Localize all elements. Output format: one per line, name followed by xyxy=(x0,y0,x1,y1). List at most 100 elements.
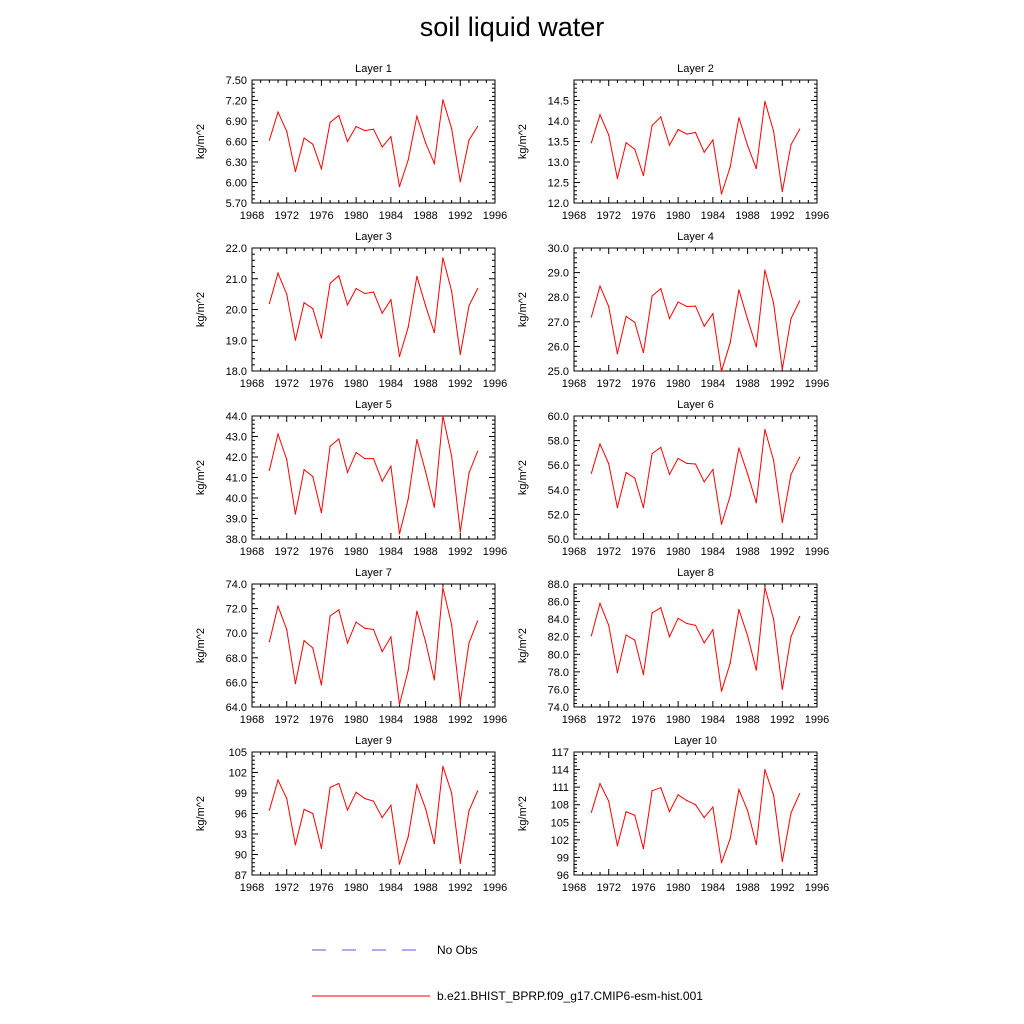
data-point xyxy=(286,628,288,631)
data-point xyxy=(451,127,453,130)
x-tick-label: 1968 xyxy=(562,378,586,390)
y-tick-label: 105 xyxy=(551,817,569,829)
panel-title: Layer 3 xyxy=(355,231,392,243)
series-line xyxy=(268,415,479,535)
data-point xyxy=(694,624,697,626)
data-point xyxy=(616,507,618,509)
data-point xyxy=(694,804,697,806)
y-tick-label: 29.0 xyxy=(548,268,569,280)
data-point xyxy=(668,318,671,320)
data-point xyxy=(712,139,714,141)
data-point xyxy=(329,786,331,789)
data-point xyxy=(642,673,645,676)
panel-title: Layer 7 xyxy=(355,567,392,579)
data-point xyxy=(303,808,305,811)
y-tick-label: 25.0 xyxy=(548,366,569,378)
data-point xyxy=(398,355,401,358)
x-tick-label: 1972 xyxy=(274,882,298,894)
data-point xyxy=(381,312,383,314)
data-point xyxy=(346,304,349,306)
y-tick-label: 108 xyxy=(551,800,569,812)
x-tick-label: 1968 xyxy=(240,378,264,390)
data-point xyxy=(677,129,679,131)
x-tick-label: 1984 xyxy=(379,546,403,558)
series-line xyxy=(590,269,801,372)
data-point xyxy=(608,134,610,136)
data-point xyxy=(642,848,645,850)
data-point xyxy=(625,811,627,813)
x-tick-label: 1984 xyxy=(701,714,725,726)
legend-label-no-obs: No Obs xyxy=(437,943,478,957)
x-tick-label: 1976 xyxy=(631,882,655,894)
y-tick-label: 22.0 xyxy=(226,243,247,255)
x-tick-label: 1992 xyxy=(448,882,472,894)
data-point xyxy=(294,513,296,515)
data-point xyxy=(616,353,618,355)
x-tick-label: 1968 xyxy=(240,546,264,558)
data-point xyxy=(451,290,453,292)
data-point xyxy=(694,131,697,134)
x-tick-label: 1976 xyxy=(309,210,333,222)
data-point xyxy=(459,701,461,703)
x-tick-label: 1984 xyxy=(379,882,403,894)
data-point xyxy=(668,144,671,146)
data-point xyxy=(329,282,331,284)
data-point xyxy=(407,669,409,671)
x-tick-label: 1984 xyxy=(379,378,403,390)
data-point xyxy=(338,275,340,277)
data-point xyxy=(320,512,323,514)
data-point xyxy=(468,810,470,812)
data-point xyxy=(416,275,418,277)
x-tick-label: 1980 xyxy=(666,714,690,726)
data-point xyxy=(773,459,775,461)
panel-7: 1968 1972 1976 1980 1984 1988 1992 1996 64.0 66.0… xyxy=(195,567,507,726)
y-tick-label: 41.0 xyxy=(226,473,247,485)
data-point xyxy=(616,845,618,847)
data-point xyxy=(781,190,783,193)
data-point xyxy=(390,804,392,806)
panel-4: 1968 1972 1976 1980 1984 1988 1992 1996 25.0 26.0… xyxy=(517,231,829,390)
data-point xyxy=(599,285,601,287)
x-tick-label: 1976 xyxy=(309,546,333,558)
y-tick-label: 52.0 xyxy=(548,509,569,521)
data-point xyxy=(433,679,435,681)
data-point xyxy=(755,167,757,170)
data-point xyxy=(746,635,749,637)
data-point xyxy=(755,502,757,504)
x-tick-label: 1972 xyxy=(274,546,298,558)
data-point xyxy=(729,838,731,840)
panel-title: Layer 8 xyxy=(677,567,714,579)
y-tick-label: 99 xyxy=(235,788,247,800)
x-tick-label: 1972 xyxy=(596,378,620,390)
data-point xyxy=(712,313,714,315)
data-point xyxy=(390,299,392,301)
data-point xyxy=(320,684,323,686)
y-tick-label: 19.0 xyxy=(226,335,247,347)
panel-title: Layer 5 xyxy=(355,399,392,411)
y-tick-label: 78.0 xyxy=(548,667,569,679)
x-tick-label: 1976 xyxy=(309,378,333,390)
data-point xyxy=(268,469,270,471)
legend-label-model: b.e21.BHIST_BPRP.f09_g17.CMIP6-esm-hist.… xyxy=(437,989,703,1003)
data-point xyxy=(703,481,705,483)
x-tick-label: 1988 xyxy=(413,882,437,894)
data-point xyxy=(781,368,783,370)
y-tick-label: 13.5 xyxy=(548,137,569,149)
y-tick-label: 80.0 xyxy=(548,649,569,661)
data-point xyxy=(651,612,653,614)
data-point xyxy=(790,473,792,476)
data-point xyxy=(764,428,766,431)
y-tick-label: 87 xyxy=(235,870,247,882)
data-point xyxy=(372,800,375,802)
panel-title: Layer 9 xyxy=(355,735,392,747)
plot-frame xyxy=(573,751,818,876)
data-point xyxy=(668,811,671,813)
data-point xyxy=(338,114,340,117)
x-tick-label: 1980 xyxy=(666,882,690,894)
y-tick-label: 96 xyxy=(557,870,569,882)
y-axis-label: kg/m^2 xyxy=(195,460,207,495)
y-tick-label: 111 xyxy=(552,782,569,794)
y-tick-label: 20.0 xyxy=(226,305,247,317)
x-tick-label: 1996 xyxy=(483,882,507,894)
